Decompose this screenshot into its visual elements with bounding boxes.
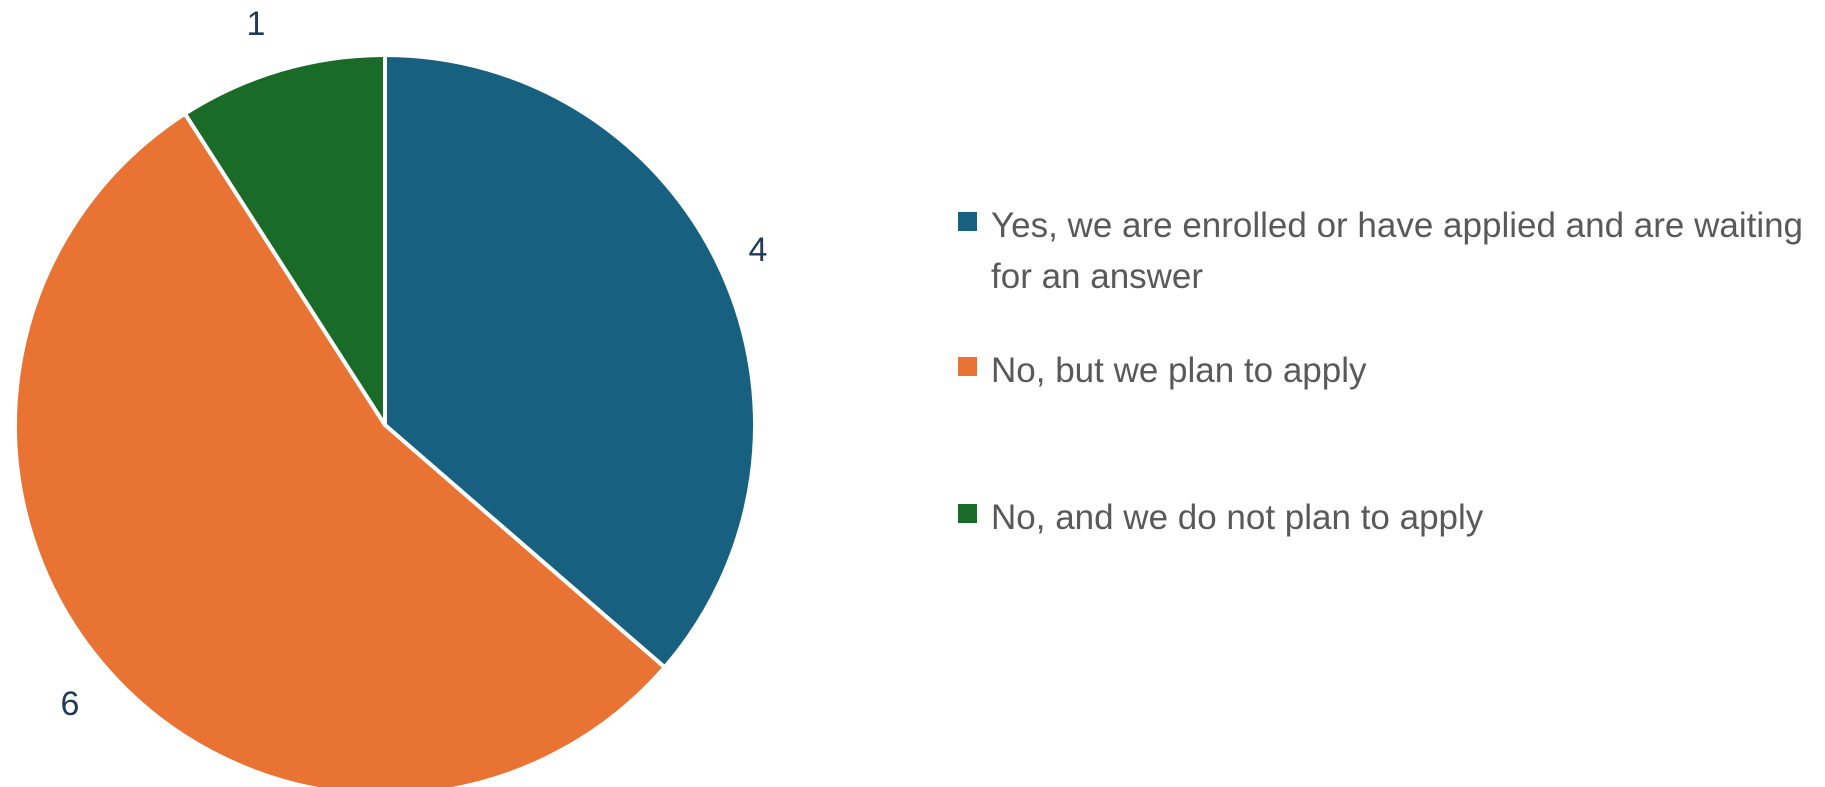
pie-data-labels: 4 6 1 [61,5,768,723]
data-label-yes-enrolled: 4 [749,231,768,269]
pie-slice-no-not-plan [182,53,387,427]
legend-label-yes-enrolled: Yes, we are enrolled or have applied and… [991,206,1804,296]
legend-item-yes-enrolled: Yes, we are enrolled or have applied and… [958,200,1818,302]
data-label-no-plan-to-apply: 6 [61,685,80,723]
pie-slices [13,53,757,787]
pie-slice-yes-enrolled [383,53,757,670]
legend-swatch-yes-enrolled [958,212,977,231]
data-label-no-not-plan: 1 [247,5,266,43]
legend-swatch-no-not-plan [958,504,977,523]
pie-slice-no-plan-to-apply [13,111,667,787]
legend-item-no-not-plan: No, and we do not plan to apply [958,492,1818,543]
legend-label-no-not-plan: No, and we do not plan to apply [991,498,1484,537]
legend-label-no-plan-to-apply: No, but we plan to apply [991,351,1367,390]
legend-item-no-plan-to-apply: No, but we plan to apply [958,345,1818,396]
legend-swatch-no-plan-to-apply [958,357,977,376]
